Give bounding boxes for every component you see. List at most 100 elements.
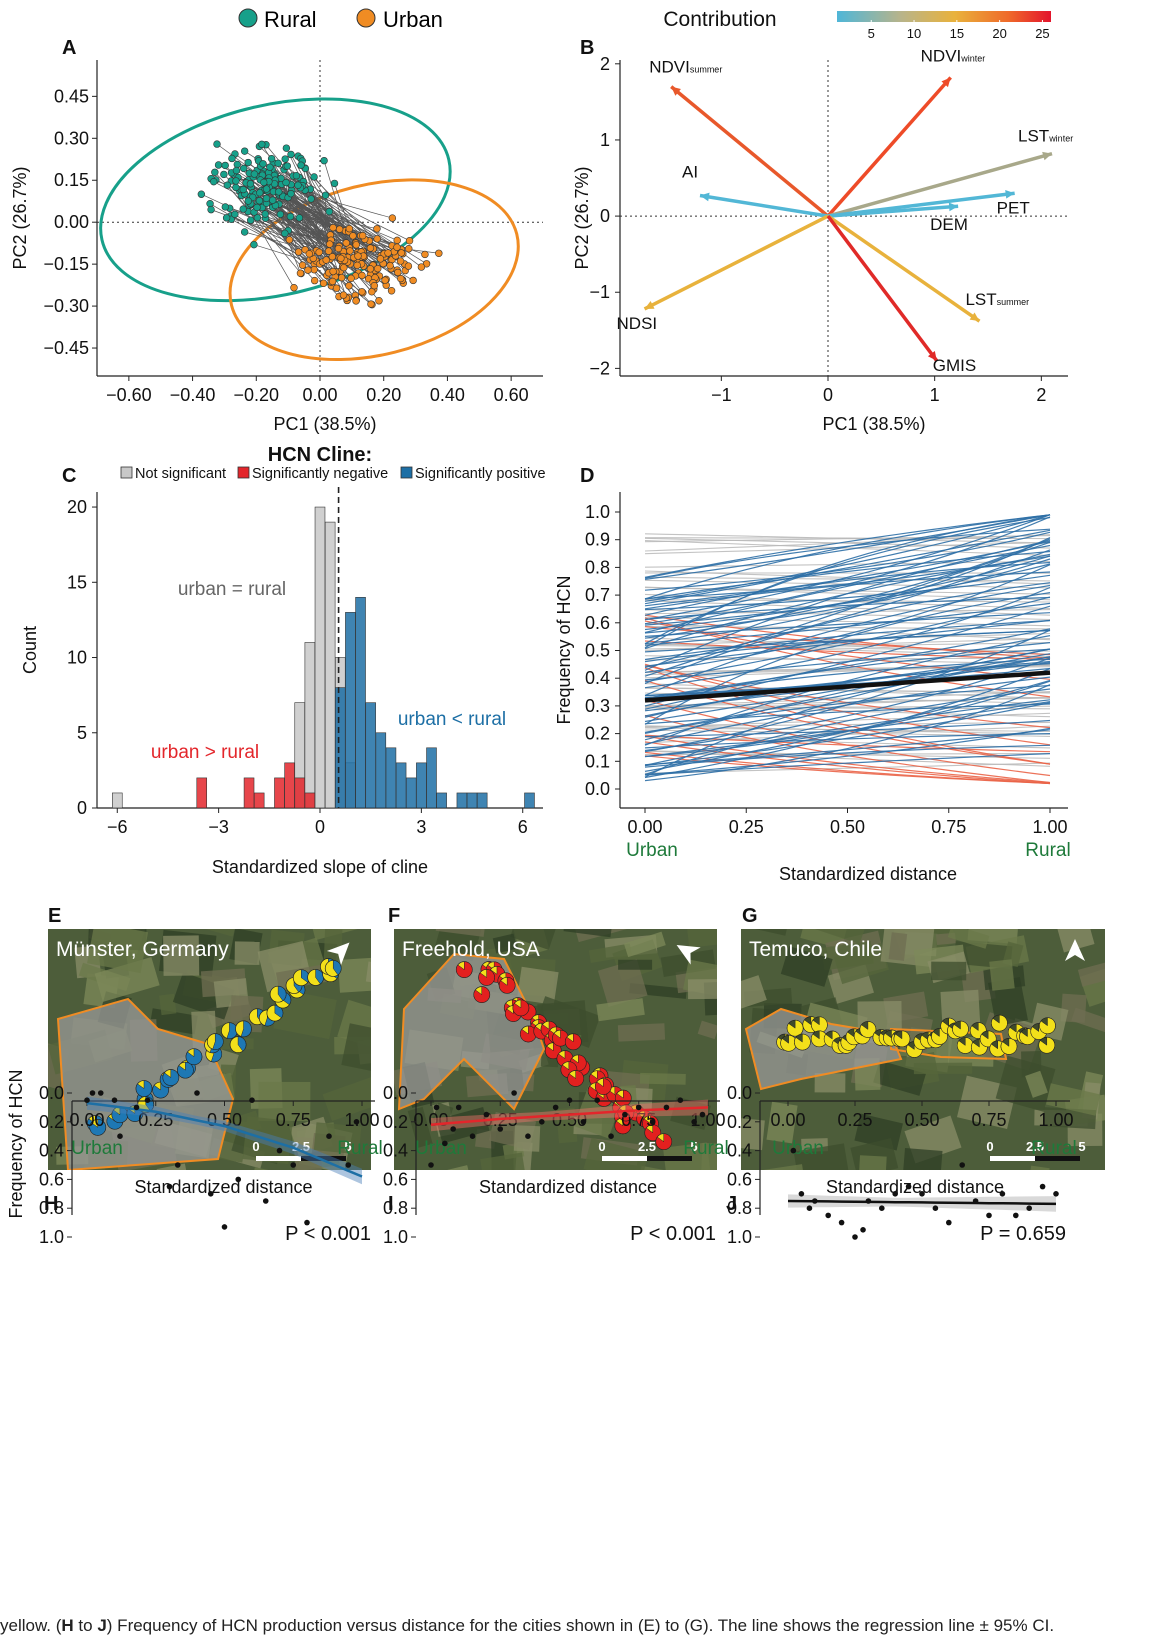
rural-point — [282, 178, 290, 187]
urban-point — [366, 265, 375, 273]
histogram-bar — [416, 762, 427, 809]
urban-point — [310, 276, 319, 285]
map-field-patch — [833, 942, 890, 985]
y-tick-label: 0.8 — [727, 1198, 752, 1218]
rural-point — [260, 178, 268, 187]
scale-label: 5 — [344, 1139, 351, 1154]
hcn-cline-title: HCN Cline: — [268, 444, 372, 466]
map-field-patch — [159, 993, 177, 1016]
cline-curve — [644, 539, 1051, 556]
data-point — [663, 1104, 670, 1111]
urban-point — [396, 257, 405, 265]
panel-d-clines: 0.00 0.25 0.50 0.75 1.00 1.0 0.9 0.8 0.7 0.6 0.5 0.… — [554, 492, 1071, 884]
rural-point — [250, 170, 259, 178]
urban-label: Urban — [415, 1138, 467, 1159]
cline-curve — [644, 702, 1051, 767]
rural-point — [207, 205, 215, 214]
panel-letter-h: H — [44, 1193, 58, 1215]
histogram-bar — [253, 792, 265, 809]
y-tick-label: 0.2 — [727, 1112, 752, 1132]
rural-point — [231, 210, 239, 219]
y-tick-label: 0.0 — [383, 1083, 408, 1103]
map-field-patch — [700, 1142, 717, 1170]
x-tick-label: 0.00 — [69, 1110, 104, 1130]
legend-swatch — [120, 466, 133, 479]
cline-curve — [644, 657, 1051, 752]
rural-point — [253, 213, 262, 222]
map-field-patch — [435, 929, 487, 937]
map-field-patch — [903, 1148, 943, 1170]
cline-curve — [644, 596, 1051, 621]
histogram-bar — [355, 597, 366, 809]
data-point — [946, 1219, 952, 1226]
rural-point — [213, 140, 221, 148]
histogram-bar — [524, 792, 535, 809]
legend-label: Significantly negative — [252, 466, 388, 482]
rural-point — [222, 214, 231, 222]
y-tick-label: 15 — [67, 572, 87, 592]
data-point — [1053, 1191, 1059, 1197]
rural-point — [295, 214, 304, 222]
cline-curve — [644, 531, 1051, 591]
map-field-patch — [322, 1074, 371, 1122]
histogram-bar — [456, 792, 468, 809]
rural-point — [240, 164, 248, 173]
map-field-patch — [617, 1023, 666, 1042]
pie-slice — [991, 1014, 1008, 1032]
x-tick-label: 0.40 — [430, 385, 465, 405]
cline-curve — [644, 664, 1051, 679]
urban-point — [335, 225, 344, 233]
data-point — [194, 1090, 200, 1096]
x-tick-label: 3 — [416, 817, 426, 837]
scale-label: 0 — [252, 1139, 259, 1154]
urban-point — [394, 268, 402, 277]
urban-point — [374, 264, 382, 273]
urban-point — [296, 269, 305, 277]
y-tick-label: 0 — [600, 206, 610, 226]
x-tick-label: 0 — [823, 385, 833, 405]
data-point — [442, 1140, 448, 1147]
y-tick-label: 20 — [67, 497, 87, 517]
y-tick-label: 5 — [77, 723, 87, 743]
map-field-patch — [639, 1072, 686, 1085]
urban-point — [387, 287, 396, 295]
data-point — [972, 1198, 979, 1204]
cline-curve — [644, 558, 1051, 634]
map-field-patch — [858, 1155, 887, 1170]
rural-point — [274, 159, 282, 168]
urban-point — [386, 261, 394, 270]
loading-vector — [670, 85, 830, 218]
rural-point — [239, 205, 247, 213]
map-field-patch — [807, 929, 870, 944]
x-axis-label: Standardized distance — [826, 1177, 1004, 1197]
panel-letter-g: G — [742, 905, 758, 927]
pair-connector — [273, 191, 402, 254]
map-field-patch — [596, 998, 645, 1022]
data-point — [97, 1090, 104, 1096]
rural-point — [240, 147, 249, 155]
rural-label: Rural — [337, 1138, 382, 1159]
urban-point — [342, 239, 350, 247]
urban-point — [422, 260, 431, 268]
cline-curve — [644, 619, 1051, 661]
y-axis-label: Frequency of HCN — [6, 1069, 26, 1218]
urban-point — [349, 232, 357, 240]
cline-curve — [644, 584, 1051, 696]
urban-legend-marker — [356, 8, 376, 28]
histogram-bar — [395, 762, 407, 809]
pie-slice — [595, 1078, 612, 1095]
rural-point — [258, 140, 266, 148]
map-field-patch — [663, 1142, 712, 1170]
map-field-patch — [341, 1023, 371, 1073]
rural-point — [210, 177, 218, 186]
urban-point — [417, 263, 426, 271]
data-point — [84, 1097, 90, 1103]
map-field-patch — [913, 1062, 973, 1075]
rural-label: Rural — [1025, 840, 1070, 861]
y-tick-label: 0.6 — [383, 1169, 408, 1189]
map-field-patch — [556, 1107, 578, 1144]
pie-slice — [277, 985, 287, 1002]
